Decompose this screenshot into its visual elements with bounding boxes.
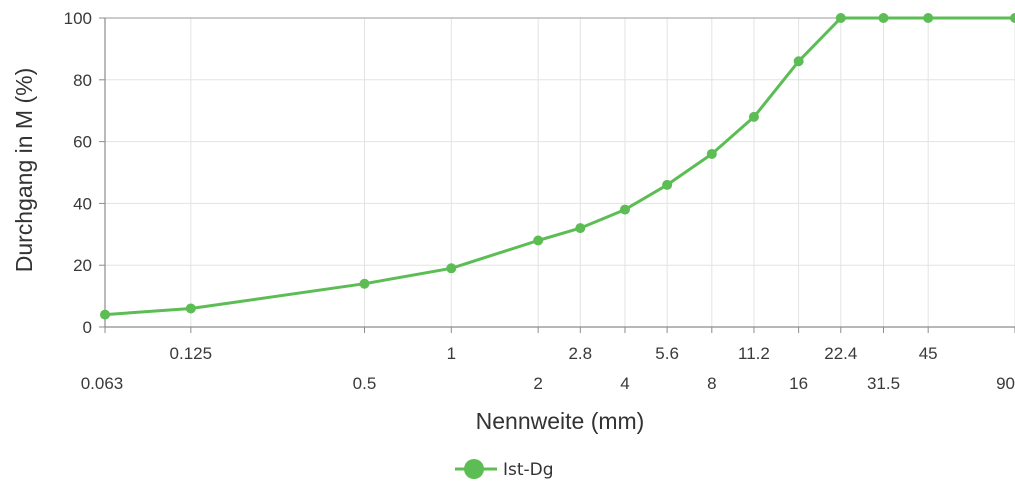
x-axis-title: Nennweite (mm) [476, 408, 645, 434]
x-tick-label: 1 [447, 344, 456, 363]
x-tick-label: 22.4 [824, 344, 857, 363]
y-tick-label: 100 [64, 9, 92, 28]
data-point[interactable] [575, 223, 586, 234]
data-point[interactable] [185, 303, 196, 314]
legend-swatch-marker [464, 459, 484, 479]
x-tick-label: 0.125 [170, 344, 213, 363]
x-tick-label: 4 [620, 374, 629, 393]
x-axis-ticks: 0.125 1 2.8 5.6 11.2 22.4 45 0.063 0.5 2 4 8 16 31.5 9… [81, 327, 1015, 393]
x-tick-label: 5.6 [655, 344, 679, 363]
data-point[interactable] [1010, 13, 1015, 23]
y-tick-label: 60 [73, 133, 92, 152]
grid-lines [104, 17, 1015, 328]
data-point[interactable] [446, 263, 457, 274]
y-tick-label: 0 [83, 318, 92, 337]
series-layer [100, 13, 1015, 320]
data-point[interactable] [835, 13, 846, 23]
data-point[interactable] [923, 13, 934, 23]
data-point[interactable] [748, 111, 759, 122]
y-tick-label: 80 [73, 71, 92, 90]
x-tick-label: 45 [919, 344, 938, 363]
data-point[interactable] [793, 56, 804, 67]
data-point[interactable] [533, 235, 544, 246]
x-tick-label: 90 [996, 374, 1015, 393]
x-tick-label: 31.5 [867, 374, 900, 393]
data-point[interactable] [706, 148, 717, 159]
x-tick-label: 0.5 [353, 374, 377, 393]
data-point[interactable] [100, 309, 110, 320]
x-tick-label: 8 [707, 374, 716, 393]
legend[interactable]: Ist-Dg [455, 459, 554, 480]
series-line [104, 16, 1015, 317]
y-axis-title: Durchgang in M (%) [11, 68, 37, 273]
data-point[interactable] [359, 278, 370, 289]
x-tick-label: 16 [789, 374, 808, 393]
x-tick-label: 2.8 [568, 344, 592, 363]
data-point[interactable] [662, 179, 673, 190]
x-tick-label: 11.2 [738, 344, 770, 363]
y-tick-label: 40 [73, 194, 92, 213]
x-tick-label: 2 [533, 374, 542, 393]
y-axis-ticks: 0 20 40 60 80 100 [64, 9, 105, 337]
y-tick-label: 20 [73, 256, 92, 275]
data-point[interactable] [878, 13, 889, 23]
legend-label: Ist-Dg [503, 460, 554, 480]
data-point[interactable] [619, 204, 630, 215]
x-tick-label: 0.063 [81, 374, 124, 393]
